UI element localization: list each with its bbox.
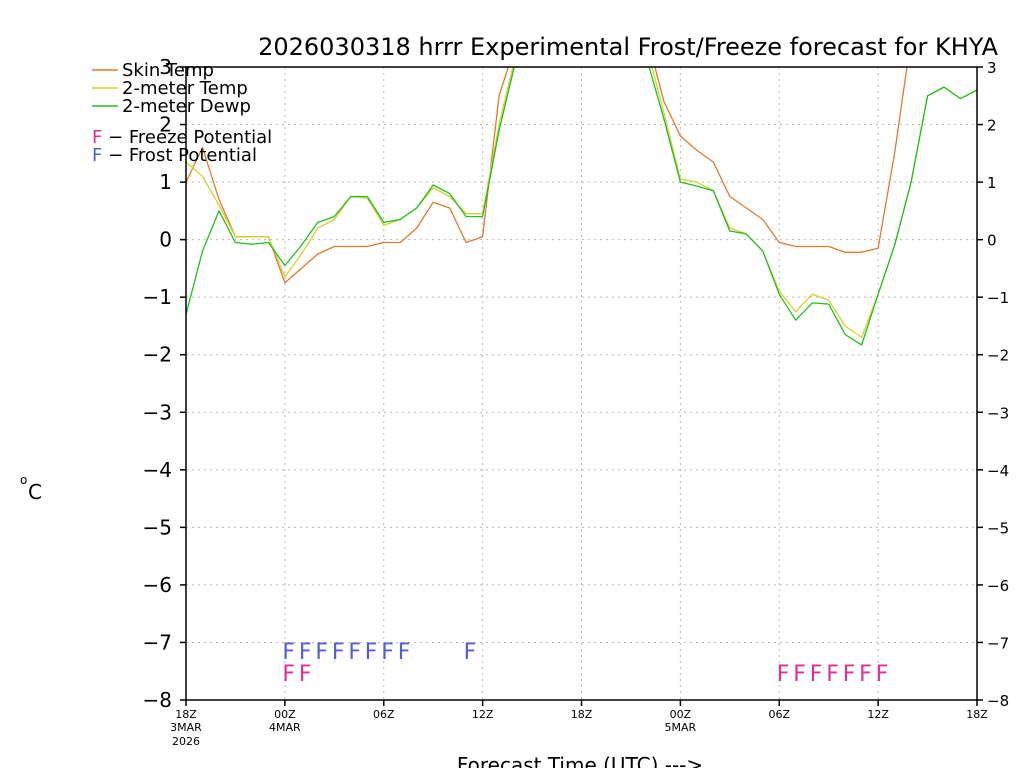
y-axis-right: −8 −7 −6 −5 −4 −3 −2 −1 0 1 2 3 (977, 59, 1009, 710)
freeze-marker: F (282, 662, 295, 687)
freeze-marker: F (793, 662, 806, 687)
y-tick-label-right: −5 (987, 519, 1009, 537)
freeze-marker: F (859, 662, 872, 687)
potential-legend-text: − Freeze Potential (102, 127, 272, 148)
potential-markers: F F F F F F F F FF F F F F F F F F (282, 640, 888, 687)
chart-title: 2026030318 hrrr Experimental Frost/Freez… (258, 33, 998, 61)
freeze-marker: F (299, 662, 312, 687)
freeze-marker: F (777, 662, 790, 687)
y-tick-label-right: −3 (987, 404, 1009, 422)
y-tick-label-left: 0 (159, 228, 172, 252)
frost-marker: F (299, 640, 312, 665)
potential-legend-letter: F (92, 127, 102, 148)
series-line-2-meter-dewp (186, 67, 977, 346)
x-tick-date: 4MAR (269, 721, 301, 734)
y-tick-label-left: −3 (143, 400, 172, 424)
x-tick-label: 00Z (670, 708, 692, 721)
y-tick-label-right: −8 (987, 692, 1009, 710)
y-axis-left: −8 −7 −6 −5 −4 −3 −2 −1 0 1 2 3 (143, 55, 186, 712)
x-tick-label: 18Z (966, 708, 988, 721)
y-tick-label-left: 1 (159, 170, 172, 194)
x-tick-date: 3MAR (170, 721, 202, 734)
y-tick-label-right: −1 (987, 289, 1009, 307)
frost-marker: F (381, 640, 394, 665)
frost-marker: F (282, 640, 295, 665)
y-tick-label-right: 0 (987, 232, 997, 250)
freeze-marker: F (826, 662, 839, 687)
y-tick-label-left: −5 (143, 515, 172, 539)
x-tick-label: 06Z (768, 708, 790, 721)
y-tick-label-right: 3 (987, 59, 997, 77)
x-tick-label: 12Z (867, 708, 889, 721)
y-tick-label-right: −7 (987, 634, 1009, 652)
y-tick-label-right: −2 (987, 347, 1009, 365)
y-tick-label-left: −4 (143, 458, 172, 482)
potential-legend-item: F − Frost Potential (92, 145, 257, 166)
y-tick-label-left: −1 (143, 285, 172, 309)
y-tick-label-left: 3 (159, 55, 172, 79)
x-axis-label: Forecast Time (UTC) ---> (457, 753, 703, 768)
series-lines (186, 67, 977, 346)
potential-legend-letter: F (92, 145, 102, 166)
y-tick-label-right: −4 (987, 462, 1009, 480)
y-axis-label-unit: C (28, 480, 42, 504)
x-tick-label: 18Z (571, 708, 593, 721)
freeze-marker: F (810, 662, 823, 687)
freeze-marker: F (843, 662, 856, 687)
y-axis-label-degree: o (20, 473, 27, 487)
potential-legend-text: − Frost Potential (102, 145, 257, 166)
y-tick-label-left: −2 (143, 343, 172, 367)
y-tick-label-left: −6 (143, 573, 172, 597)
frost-marker: F (464, 640, 477, 665)
potential-legend-item: F − Freeze Potential (92, 127, 272, 148)
frost-marker: F (398, 640, 411, 665)
legend-label: 2-meter Dewp (122, 96, 251, 117)
frost-marker: F (365, 640, 378, 665)
x-tick-date: 5MAR (665, 721, 697, 734)
legend-label: Skin Temp (122, 60, 214, 81)
y-tick-label-right: 1 (987, 174, 997, 192)
x-tick-label: 00Z (274, 708, 296, 721)
y-tick-label-right: −6 (987, 577, 1009, 595)
freeze-marker: F (876, 662, 889, 687)
x-tick-label: 12Z (472, 708, 494, 721)
legend-label: 2-meter Temp (122, 78, 248, 99)
x-tick-year: 2026 (172, 735, 200, 748)
y-tick-label-right: 2 (987, 117, 997, 135)
y-tick-label-left: −7 (143, 630, 172, 654)
frost-marker: F (348, 640, 361, 665)
series-line-skin-temp (186, 67, 908, 284)
x-tick-label: 06Z (373, 708, 395, 721)
frost-marker: F (332, 640, 345, 665)
y-tick-label-left: 2 (159, 113, 172, 137)
y-tick-label-left: −8 (143, 688, 172, 712)
y-axis-label: o C (20, 473, 42, 504)
series-line-2-meter-temp (186, 67, 977, 339)
x-tick-label: 18Z (175, 708, 197, 721)
frost-marker: F (315, 640, 328, 665)
